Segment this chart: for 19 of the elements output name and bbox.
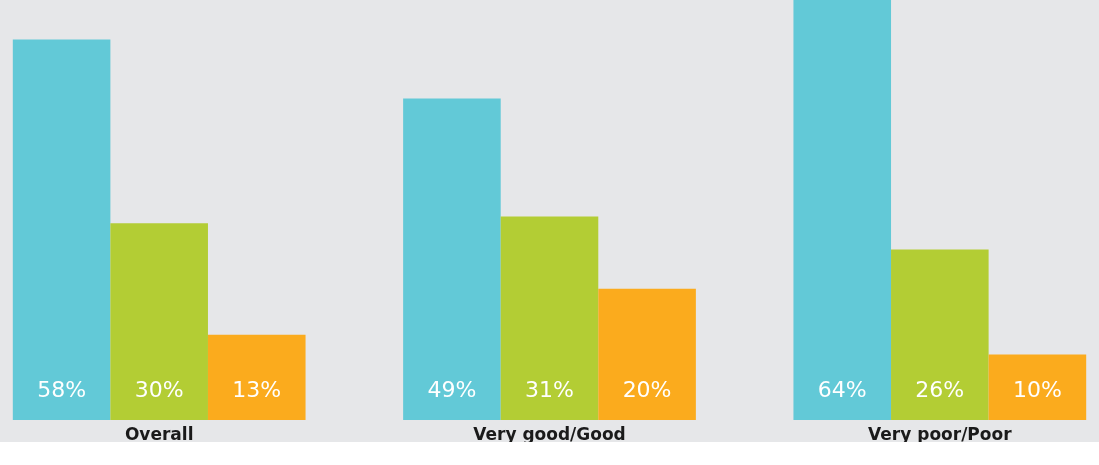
data-label: 26% bbox=[915, 377, 965, 402]
data-label: 31% bbox=[525, 377, 574, 402]
bar bbox=[110, 223, 208, 420]
data-label: 10% bbox=[1012, 377, 1062, 402]
data-label: 13% bbox=[232, 377, 282, 402]
data-label: 49% bbox=[427, 377, 477, 402]
bar bbox=[500, 216, 599, 420]
bar bbox=[207, 334, 306, 420]
bar bbox=[598, 288, 696, 420]
bar bbox=[12, 39, 111, 420]
x-tick-label: Overall bbox=[124, 423, 194, 444]
bar bbox=[793, 0, 892, 420]
bar bbox=[891, 249, 989, 420]
data-label: 30% bbox=[134, 377, 184, 402]
bar bbox=[403, 98, 501, 420]
data-label: 58% bbox=[37, 377, 87, 402]
data-label: 64% bbox=[817, 377, 867, 402]
data-label: 20% bbox=[622, 377, 672, 402]
bar bbox=[988, 354, 1087, 420]
